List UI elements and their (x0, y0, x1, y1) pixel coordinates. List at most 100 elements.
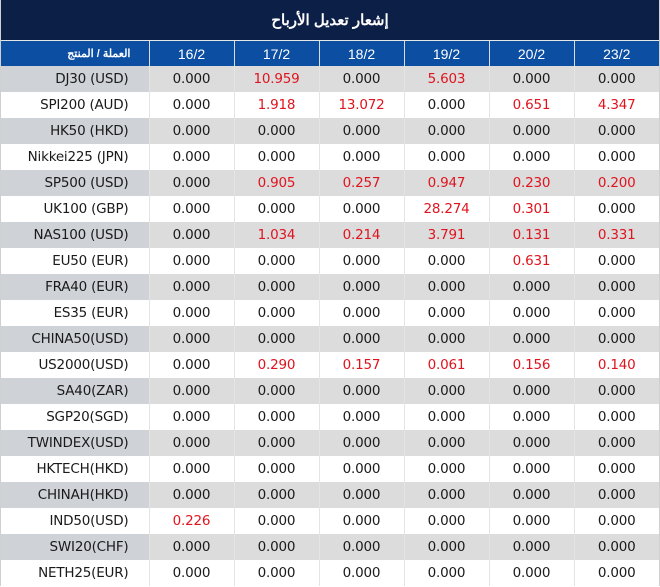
value-cell: 0.000 (574, 248, 659, 274)
value-cell: 0.000 (489, 144, 575, 170)
value-cell: 0.257 (319, 170, 405, 196)
product-cell: HK50 (HKD) (1, 118, 150, 144)
value-cell: 0.000 (404, 248, 490, 274)
table-row: SPI200 (AUD) 0.000 1.918 13.072 0.000 0.651 4.… (1, 92, 659, 118)
value-cell: 0.214 (319, 222, 405, 248)
product-cell: HKTECH(HKD) (1, 456, 150, 482)
value-cell: 5.603 (404, 66, 490, 92)
table-row: DJ30 (USD) 0.000 10.959 0.000 5.603 0.000 0.00… (1, 66, 659, 92)
column-header-product: العملة / المنتج (1, 41, 150, 66)
value-cell: 0.947 (404, 170, 490, 196)
value-cell: 0.000 (234, 378, 320, 404)
table-row: CHINAH(HKD) 0.000 0.000 0.000 0.000 0.000 0.00… (1, 482, 659, 508)
value-cell: 0.000 (319, 560, 405, 586)
value-cell: 0.156 (489, 352, 575, 378)
product-cell: FRA40 (EUR) (1, 274, 150, 300)
value-cell: 0.000 (489, 456, 575, 482)
value-cell: 0.000 (149, 352, 235, 378)
value-cell: 0.000 (149, 300, 235, 326)
value-cell: 0.000 (404, 508, 490, 534)
value-cell: 0.000 (404, 456, 490, 482)
value-cell: 0.000 (574, 560, 659, 586)
value-cell: 4.347 (574, 92, 659, 118)
value-cell: 0.000 (489, 378, 575, 404)
value-cell: 0.000 (319, 326, 405, 352)
page-title: إشعار تعديل الأرباح (1, 0, 659, 41)
value-cell: 0.000 (574, 144, 659, 170)
table-row: EU50 (EUR) 0.000 0.000 0.000 0.000 0.631 0.000 (1, 248, 659, 274)
product-cell: SGP20(SGD) (1, 404, 150, 430)
column-header-date: 16/2 (149, 41, 235, 66)
value-cell: 0.000 (149, 118, 235, 144)
value-cell: 0.000 (574, 534, 659, 560)
column-header-date: 23/2 (574, 41, 659, 66)
value-cell: 0.000 (404, 274, 490, 300)
value-cell: 0.061 (404, 352, 490, 378)
value-cell: 0.290 (234, 352, 320, 378)
value-cell: 0.000 (404, 144, 490, 170)
value-cell: 0.000 (234, 248, 320, 274)
value-cell: 3.791 (404, 222, 490, 248)
table-row: IND50(USD) 0.226 0.000 0.000 0.000 0.000 0.000 (1, 508, 659, 534)
value-cell: 0.000 (574, 300, 659, 326)
table-row: CHINA50(USD) 0.000 0.000 0.000 0.000 0.000 0.0… (1, 326, 659, 352)
value-cell: 0.000 (149, 482, 235, 508)
table-header-row: العملة / المنتج 16/2 17/2 18/2 19/2 20/2… (1, 41, 659, 66)
value-cell: 0.000 (319, 118, 405, 144)
product-cell: NAS100 (USD) (1, 222, 150, 248)
value-cell: 0.000 (149, 456, 235, 482)
product-cell: US2000(USD) (1, 352, 150, 378)
value-cell: 0.000 (149, 378, 235, 404)
value-cell: 0.000 (149, 144, 235, 170)
column-header-date: 20/2 (489, 41, 575, 66)
value-cell: 0.000 (319, 456, 405, 482)
value-cell: 0.000 (404, 118, 490, 144)
product-cell: CHINAH(HKD) (1, 482, 150, 508)
value-cell: 0.000 (234, 196, 320, 222)
value-cell: 0.000 (489, 66, 575, 92)
value-cell: 0.131 (489, 222, 575, 248)
value-cell: 0.000 (404, 430, 490, 456)
value-cell: 0.331 (574, 222, 659, 248)
value-cell: 0.000 (574, 118, 659, 144)
value-cell: 0.000 (574, 196, 659, 222)
product-cell: IND50(USD) (1, 508, 150, 534)
value-cell: 0.000 (234, 482, 320, 508)
value-cell: 0.000 (404, 560, 490, 586)
value-cell: 0.000 (489, 300, 575, 326)
dividend-table: العملة / المنتج 16/2 17/2 18/2 19/2 20/2… (1, 41, 659, 586)
value-cell: 0.000 (489, 326, 575, 352)
table-row: FRA40 (EUR) 0.000 0.000 0.000 0.000 0.000 0.00… (1, 274, 659, 300)
value-cell: 0.000 (149, 404, 235, 430)
product-cell: EU50 (EUR) (1, 248, 150, 274)
value-cell: 0.000 (574, 326, 659, 352)
value-cell: 1.918 (234, 92, 320, 118)
table-row: NETH25(EUR) 0.000 0.000 0.000 0.000 0.000 0.00… (1, 560, 659, 586)
value-cell: 0.000 (574, 482, 659, 508)
value-cell: 0.000 (574, 456, 659, 482)
value-cell: 0.000 (319, 196, 405, 222)
column-header-date: 19/2 (404, 41, 490, 66)
value-cell: 28.274 (404, 196, 490, 222)
value-cell: 0.000 (404, 300, 490, 326)
value-cell: 0.000 (149, 66, 235, 92)
value-cell: 0.140 (574, 352, 659, 378)
value-cell: 0.000 (319, 482, 405, 508)
value-cell: 0.000 (234, 508, 320, 534)
value-cell: 0.905 (234, 170, 320, 196)
table-row: HKTECH(HKD) 0.000 0.000 0.000 0.000 0.000 0.00… (1, 456, 659, 482)
table-row: SP500 (USD) 0.000 0.905 0.257 0.947 0.230 0.20… (1, 170, 659, 196)
value-cell: 0.000 (319, 66, 405, 92)
value-cell: 0.000 (319, 300, 405, 326)
value-cell: 1.034 (234, 222, 320, 248)
value-cell: 0.000 (149, 92, 235, 118)
value-cell: 0.000 (234, 144, 320, 170)
table-row: SGP20(SGD) 0.000 0.000 0.000 0.000 0.000 0.000 (1, 404, 659, 430)
value-cell: 0.000 (319, 248, 405, 274)
value-cell: 0.000 (234, 404, 320, 430)
value-cell: 0.000 (319, 404, 405, 430)
value-cell: 0.000 (404, 404, 490, 430)
value-cell: 0.000 (149, 248, 235, 274)
value-cell: 0.200 (574, 170, 659, 196)
